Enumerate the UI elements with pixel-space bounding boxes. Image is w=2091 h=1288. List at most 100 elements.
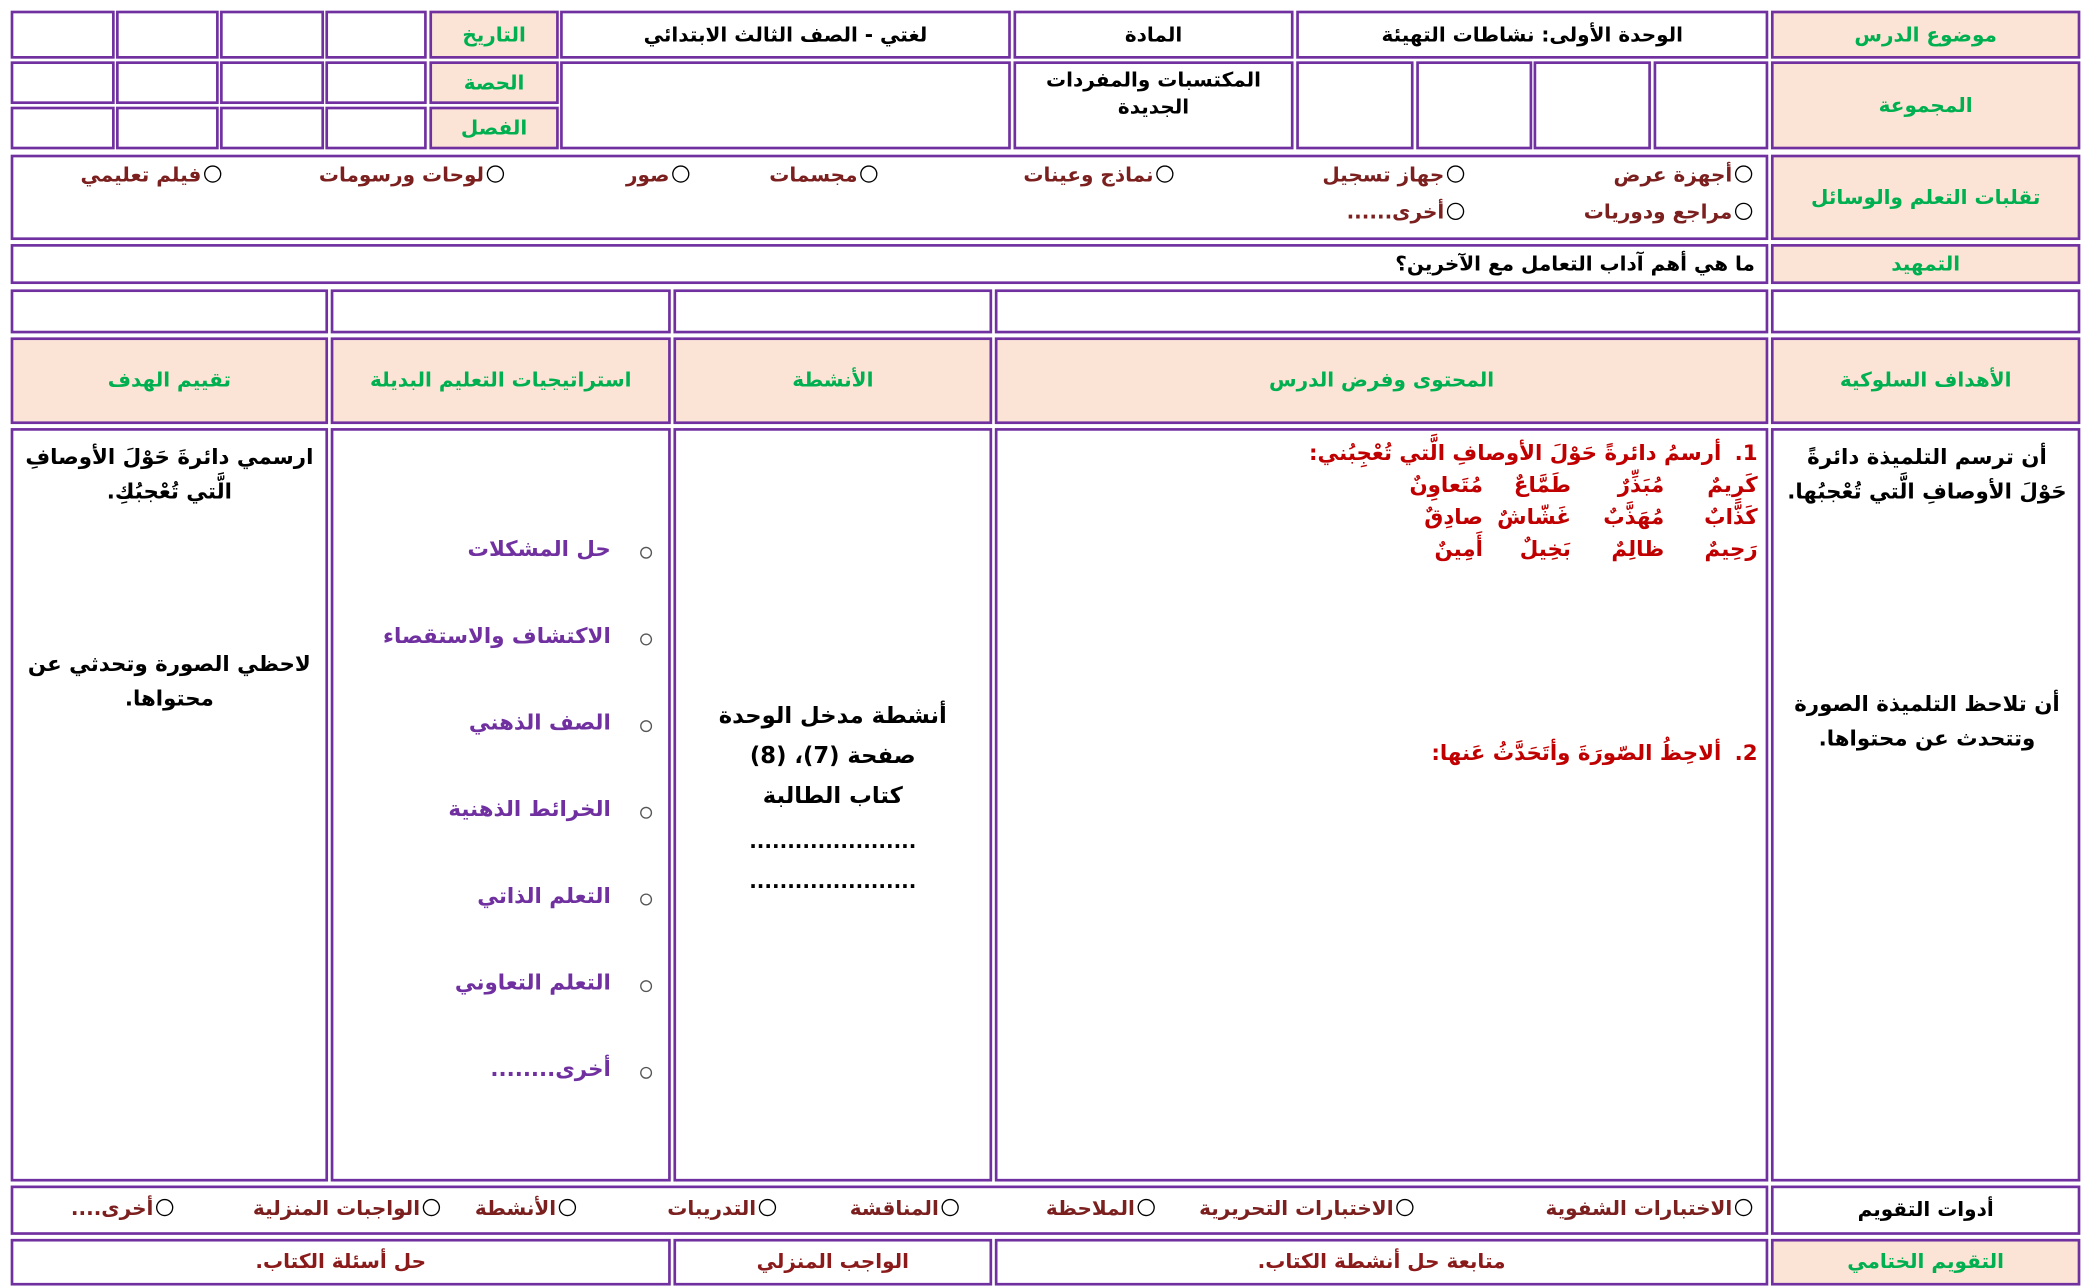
strategy: الصف الذهني	[468, 709, 611, 735]
bullet	[640, 980, 653, 993]
table-cell: تقلبات التعلم والوسائل	[1770, 154, 2081, 241]
word: أَمِينٌ	[1434, 536, 1483, 562]
activity-dots: ......................	[749, 829, 917, 854]
word: مُهَذَّبٌ	[1603, 504, 1665, 530]
table-cell	[116, 106, 219, 150]
table-cell: ما هي أهم آداب التعامل مع الآخرين؟	[10, 244, 1769, 285]
table-cell: التقويم الختامي	[1770, 1238, 2081, 1286]
option: المناقشة	[850, 1196, 959, 1220]
option: الاختبارات الشفوية	[1546, 1196, 1753, 1220]
table-cell	[1770, 289, 2081, 334]
option: أجهزة عرض	[1614, 163, 1753, 187]
item-text: أرسمُ دائرةً حَوْلَ الأوصافِ الَّتي تُعْ…	[1308, 440, 1722, 466]
table-cell	[673, 289, 993, 334]
table-cell: متابعة حل أنشطة الكتاب.	[994, 1238, 1769, 1286]
table-cell: التاريخ	[429, 10, 559, 59]
table-cell	[10, 289, 329, 334]
table-cell: المادة	[1013, 10, 1294, 59]
table-cell	[10, 106, 115, 150]
strategy: حل المشكلات	[467, 536, 611, 562]
bullet	[640, 633, 653, 646]
activity-dots: ......................	[749, 869, 917, 894]
option: فيلم تعليمي	[80, 163, 221, 187]
option: الواجبات المنزلية	[253, 1196, 440, 1220]
table-cell	[673, 428, 993, 1182]
strategy: التعلم الذاتي	[477, 882, 611, 909]
option: أخرى....	[71, 1196, 173, 1220]
bullet	[640, 1066, 653, 1079]
table-cell	[325, 10, 427, 59]
table-cell: المحتوى وفرض الدرس	[994, 337, 1769, 425]
option: الأنشطة	[475, 1196, 576, 1220]
objective: أن ترسم التلميذة دائرةً حَوْلَ الأوصافِ …	[1787, 444, 2067, 504]
table-cell	[116, 10, 219, 59]
table-cell: الأنشطة	[673, 337, 993, 425]
word: غَشّاشٌ	[1497, 504, 1571, 530]
table-cell: الوحدة الأولى: نشاطات التهيئة	[1296, 10, 1769, 59]
table-cell	[1533, 61, 1651, 150]
objective: أن تلاحظ التلميذة الصورة وتتحدث عن محتوا…	[1794, 690, 2060, 751]
content-item: 1. أرسمُ دائرةً حَوْلَ الأوصافِ الَّتي تُ…	[1309, 440, 1758, 465]
word: كَذَّابٌ	[1704, 504, 1758, 530]
option: الاختبارات التحريرية	[1199, 1196, 1413, 1220]
table-cell: المكتسبات والمفردات الجديدة	[1013, 61, 1294, 150]
option: مراجع ودوريات	[1584, 200, 1753, 224]
bullet	[640, 893, 653, 906]
table-cell	[1653, 61, 1769, 150]
word: كَرِيمٌ	[1707, 472, 1758, 498]
strategy: الخرائط الذهنية	[448, 796, 611, 822]
table-cell: لغتي - الصف الثالث الابتدائي	[560, 10, 1011, 59]
table-cell: حل أسئلة الكتاب.	[10, 1238, 671, 1286]
assessment: ارسمي دائرةَ حَوْلَ الأوصافِ الَّتي تُعْ…	[25, 444, 314, 504]
bullet	[640, 806, 653, 819]
word: رَحِيمٌ	[1704, 536, 1758, 562]
activity-line: صفحة (7)، (8)	[749, 742, 916, 770]
bullet	[640, 546, 653, 559]
bullet	[640, 720, 653, 733]
table-cell	[10, 428, 329, 1182]
table-cell	[220, 61, 325, 105]
table-cell: أدوات التقويم	[1770, 1185, 2081, 1235]
option: مجسمات	[769, 163, 877, 187]
option: جهاز تسجيل	[1322, 163, 1464, 187]
table-cell: المجموعة	[1770, 61, 2081, 150]
table-cell: موضوع الدرس	[1770, 10, 2081, 59]
table-cell: الواجب المنزلي	[673, 1238, 993, 1286]
strategy: أخرى........	[490, 1056, 611, 1082]
table-cell	[116, 61, 219, 105]
strategy: الاكتشاف والاستقصاء	[383, 622, 611, 649]
word: مُبَذِّرٌ	[1617, 472, 1665, 498]
table-cell: الفصل	[429, 106, 559, 150]
activity-line: كتاب الطالبة	[762, 782, 903, 810]
option: الملاحظة	[1046, 1196, 1155, 1220]
word: مُتَعاوِنٌ	[1409, 472, 1483, 498]
word: بَخِيلٌ	[1519, 536, 1571, 562]
table-cell	[220, 10, 325, 59]
table-cell	[330, 428, 671, 1182]
table-cell: التمهيد	[1770, 244, 2081, 285]
option: التدريبات	[667, 1196, 776, 1220]
option: أخرى......	[1347, 200, 1465, 224]
table-cell: تقييم الهدف	[10, 337, 329, 425]
item-text: ألاحِظُ الصّورَةَ وأتَحَدَّثُ عَنها:	[1431, 740, 1722, 766]
table-cell: الحصة	[429, 61, 559, 105]
table-cell	[994, 289, 1769, 334]
table-cell	[220, 106, 325, 150]
word: صادِقٌ	[1424, 504, 1483, 530]
table-cell: الأهداف السلوكية	[1770, 337, 2081, 425]
activity-line: أنشطة مدخل الوحدة	[718, 702, 947, 730]
table-cell	[10, 10, 115, 59]
word: طَمَّاعٌ	[1513, 472, 1571, 498]
content-item: 2. ألاحِظُ الصّورَةَ وأتَحَدَّثُ عَنها:	[1431, 740, 1757, 765]
table-cell	[1770, 428, 2081, 1182]
word: ظالِمٌ	[1611, 536, 1665, 562]
assessment: لاحظي الصورة وتحدثي عن محتواها.	[27, 650, 311, 711]
option: لوحات ورسومات	[319, 163, 504, 187]
table-cell	[325, 106, 427, 150]
table-cell	[1416, 61, 1533, 150]
option: نماذج وعينات	[1023, 163, 1173, 187]
strategy: التعلم التعاوني	[454, 969, 611, 995]
